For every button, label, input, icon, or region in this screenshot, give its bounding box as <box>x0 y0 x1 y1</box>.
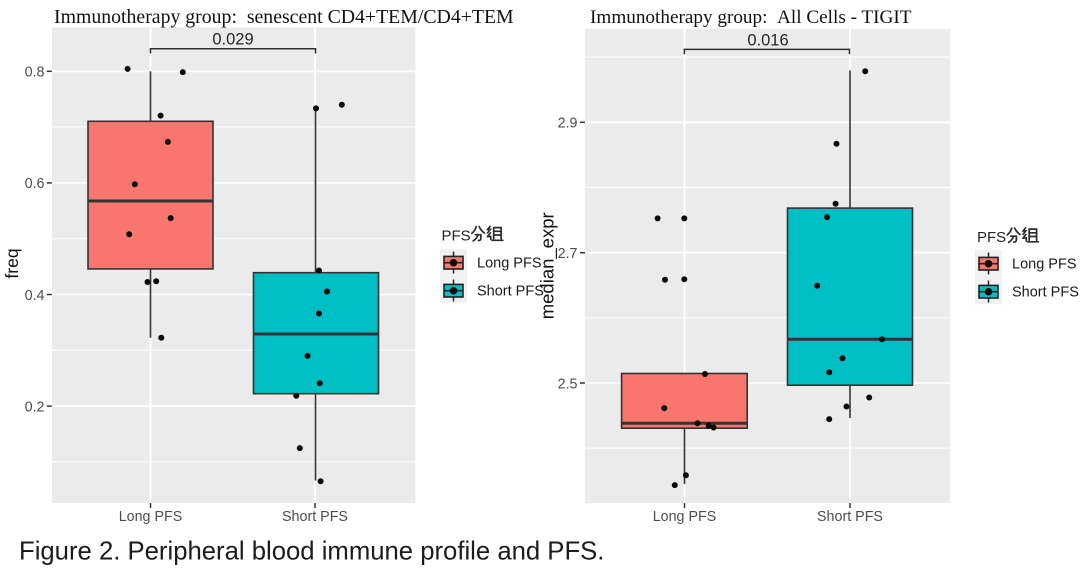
svg-text:0.6: 0.6 <box>25 176 45 192</box>
svg-text:0.016: 0.016 <box>747 31 788 49</box>
svg-text:Immunotherapy group: senescen: Immunotherapy group: senescent CD4+TEM/C… <box>54 6 514 28</box>
svg-text:freq: freq <box>2 248 22 278</box>
svg-text:median_expr: median_expr <box>537 212 559 319</box>
svg-text:Short PFS: Short PFS <box>817 509 883 525</box>
svg-text:Long PFS: Long PFS <box>653 509 717 525</box>
svg-text:PFS: PFS <box>442 228 471 245</box>
svg-text:Short PFS: Short PFS <box>1012 285 1079 301</box>
svg-text:Short PFS: Short PFS <box>282 509 348 525</box>
svg-text:0.029: 0.029 <box>212 30 253 48</box>
svg-text:2.9: 2.9 <box>558 116 578 132</box>
svg-text:2.7: 2.7 <box>558 246 578 262</box>
svg-text:2.5: 2.5 <box>558 376 578 392</box>
svg-text:0.2: 0.2 <box>25 399 45 415</box>
svg-text:Long PFS: Long PFS <box>477 256 542 272</box>
svg-text:0.4: 0.4 <box>25 288 45 304</box>
svg-text:0.8: 0.8 <box>25 65 45 81</box>
svg-text:Immunotherapy group: All Cell: Immunotherapy group: All Cells - TIGIT <box>590 7 912 28</box>
svg-text:Long PFS: Long PFS <box>119 509 183 525</box>
svg-text:Figure 2. Peripheral blood imm: Figure 2. Peripheral blood immune profil… <box>19 538 604 566</box>
svg-text:Short PFS: Short PFS <box>477 284 544 300</box>
svg-text:Long PFS: Long PFS <box>1012 257 1077 273</box>
